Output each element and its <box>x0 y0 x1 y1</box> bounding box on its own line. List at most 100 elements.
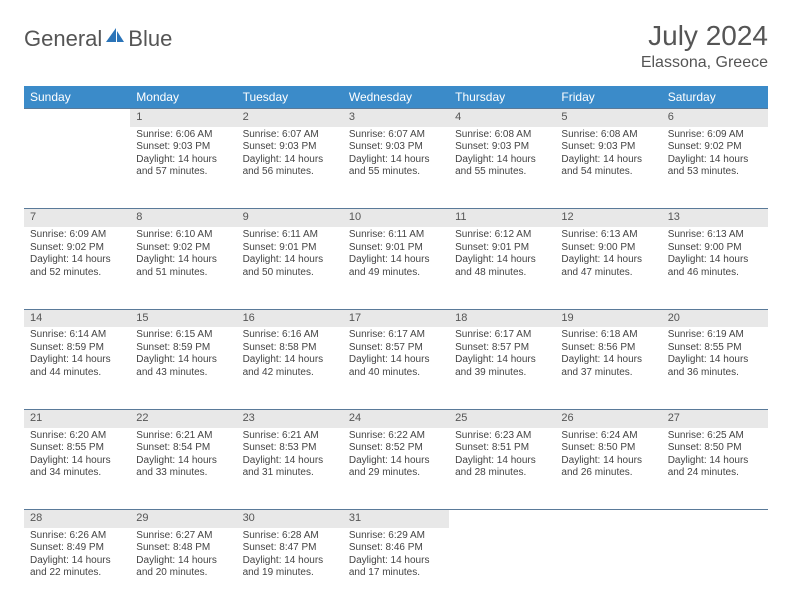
day-number-cell: 13 <box>662 209 768 227</box>
day-details: Sunrise: 6:19 AMSunset: 8:55 PMDaylight:… <box>662 327 768 385</box>
sunset-line: Sunset: 8:52 PM <box>349 442 443 455</box>
day-number-cell: 7 <box>24 209 130 227</box>
day-number-cell: 27 <box>662 409 768 427</box>
sunrise-line: Sunrise: 6:17 AM <box>349 329 443 342</box>
day-cell: Sunrise: 6:14 AMSunset: 8:59 PMDaylight:… <box>24 327 130 409</box>
day-details: Sunrise: 6:25 AMSunset: 8:50 PMDaylight:… <box>662 428 768 486</box>
daylight-line: Daylight: 14 hours and 26 minutes. <box>561 455 655 480</box>
day-number-cell <box>24 109 130 127</box>
day-details: Sunrise: 6:09 AMSunset: 9:02 PMDaylight:… <box>24 227 130 285</box>
sunset-line: Sunset: 8:51 PM <box>455 442 549 455</box>
sunset-line: Sunset: 8:54 PM <box>136 442 230 455</box>
sunrise-line: Sunrise: 6:07 AM <box>243 129 337 142</box>
sunrise-line: Sunrise: 6:19 AM <box>668 329 762 342</box>
day-number: 7 <box>24 209 130 227</box>
daylight-line: Daylight: 14 hours and 43 minutes. <box>136 354 230 379</box>
daylight-line: Daylight: 14 hours and 56 minutes. <box>243 154 337 179</box>
day-details: Sunrise: 6:07 AMSunset: 9:03 PMDaylight:… <box>343 127 449 185</box>
day-number: 23 <box>237 410 343 428</box>
day-number-cell <box>555 510 661 528</box>
day-number: 9 <box>237 209 343 227</box>
sunset-line: Sunset: 8:53 PM <box>243 442 337 455</box>
daylight-line: Daylight: 14 hours and 57 minutes. <box>136 154 230 179</box>
day-number: 18 <box>449 310 555 328</box>
sunrise-line: Sunrise: 6:08 AM <box>561 129 655 142</box>
day-number: 10 <box>343 209 449 227</box>
day-details: Sunrise: 6:17 AMSunset: 8:57 PMDaylight:… <box>343 327 449 385</box>
day-cell <box>24 127 130 209</box>
day-number: 17 <box>343 310 449 328</box>
day-cell <box>662 528 768 610</box>
weekday-header: Sunday <box>24 86 130 109</box>
day-number-cell: 22 <box>130 409 236 427</box>
daylight-line: Daylight: 14 hours and 55 minutes. <box>349 154 443 179</box>
daylight-line: Daylight: 14 hours and 37 minutes. <box>561 354 655 379</box>
day-number: 15 <box>130 310 236 328</box>
day-details: Sunrise: 6:21 AMSunset: 8:54 PMDaylight:… <box>130 428 236 486</box>
week-daynum-row: 21222324252627 <box>24 409 768 427</box>
day-cell: Sunrise: 6:16 AMSunset: 8:58 PMDaylight:… <box>237 327 343 409</box>
day-cell: Sunrise: 6:10 AMSunset: 9:02 PMDaylight:… <box>130 227 236 309</box>
week-daynum-row: 78910111213 <box>24 209 768 227</box>
day-details: Sunrise: 6:24 AMSunset: 8:50 PMDaylight:… <box>555 428 661 486</box>
sunrise-line: Sunrise: 6:14 AM <box>30 329 124 342</box>
day-number-cell: 17 <box>343 309 449 327</box>
sunset-line: Sunset: 8:56 PM <box>561 342 655 355</box>
day-number: 6 <box>662 109 768 127</box>
day-details: Sunrise: 6:17 AMSunset: 8:57 PMDaylight:… <box>449 327 555 385</box>
sunrise-line: Sunrise: 6:16 AM <box>243 329 337 342</box>
day-number-cell: 30 <box>237 510 343 528</box>
sunset-line: Sunset: 8:55 PM <box>30 442 124 455</box>
day-number: 20 <box>662 310 768 328</box>
day-number <box>662 510 768 528</box>
day-details: Sunrise: 6:15 AMSunset: 8:59 PMDaylight:… <box>130 327 236 385</box>
sunrise-line: Sunrise: 6:28 AM <box>243 530 337 543</box>
daylight-line: Daylight: 14 hours and 51 minutes. <box>136 254 230 279</box>
daylight-line: Daylight: 14 hours and 54 minutes. <box>561 154 655 179</box>
weekday-header: Saturday <box>662 86 768 109</box>
day-details: Sunrise: 6:13 AMSunset: 9:00 PMDaylight:… <box>662 227 768 285</box>
day-number-cell: 9 <box>237 209 343 227</box>
day-details: Sunrise: 6:21 AMSunset: 8:53 PMDaylight:… <box>237 428 343 486</box>
day-number-cell: 19 <box>555 309 661 327</box>
sunset-line: Sunset: 9:00 PM <box>668 242 762 255</box>
day-number-cell: 1 <box>130 109 236 127</box>
day-cell: Sunrise: 6:19 AMSunset: 8:55 PMDaylight:… <box>662 327 768 409</box>
day-details: Sunrise: 6:11 AMSunset: 9:01 PMDaylight:… <box>237 227 343 285</box>
day-details: Sunrise: 6:23 AMSunset: 8:51 PMDaylight:… <box>449 428 555 486</box>
sunrise-line: Sunrise: 6:23 AM <box>455 430 549 443</box>
day-number <box>449 510 555 528</box>
sunrise-line: Sunrise: 6:25 AM <box>668 430 762 443</box>
day-number-cell: 31 <box>343 510 449 528</box>
day-cell: Sunrise: 6:06 AMSunset: 9:03 PMDaylight:… <box>130 127 236 209</box>
sunrise-line: Sunrise: 6:15 AM <box>136 329 230 342</box>
daylight-line: Daylight: 14 hours and 48 minutes. <box>455 254 549 279</box>
day-number-cell: 20 <box>662 309 768 327</box>
day-number-cell: 25 <box>449 409 555 427</box>
day-number-cell: 28 <box>24 510 130 528</box>
sunset-line: Sunset: 9:00 PM <box>561 242 655 255</box>
day-cell: Sunrise: 6:27 AMSunset: 8:48 PMDaylight:… <box>130 528 236 610</box>
day-number-cell: 15 <box>130 309 236 327</box>
day-cell: Sunrise: 6:26 AMSunset: 8:49 PMDaylight:… <box>24 528 130 610</box>
day-cell: Sunrise: 6:11 AMSunset: 9:01 PMDaylight:… <box>237 227 343 309</box>
daylight-line: Daylight: 14 hours and 34 minutes. <box>30 455 124 480</box>
sunset-line: Sunset: 9:03 PM <box>561 141 655 154</box>
daylight-line: Daylight: 14 hours and 50 minutes. <box>243 254 337 279</box>
day-number: 26 <box>555 410 661 428</box>
sunset-line: Sunset: 8:50 PM <box>561 442 655 455</box>
day-cell: Sunrise: 6:07 AMSunset: 9:03 PMDaylight:… <box>343 127 449 209</box>
day-number: 27 <box>662 410 768 428</box>
daylight-line: Daylight: 14 hours and 52 minutes. <box>30 254 124 279</box>
day-details: Sunrise: 6:28 AMSunset: 8:47 PMDaylight:… <box>237 528 343 586</box>
daylight-line: Daylight: 14 hours and 39 minutes. <box>455 354 549 379</box>
daylight-line: Daylight: 14 hours and 24 minutes. <box>668 455 762 480</box>
day-cell: Sunrise: 6:23 AMSunset: 8:51 PMDaylight:… <box>449 428 555 510</box>
day-number-cell: 8 <box>130 209 236 227</box>
daylight-line: Daylight: 14 hours and 19 minutes. <box>243 555 337 580</box>
day-number: 2 <box>237 109 343 127</box>
day-number-cell: 4 <box>449 109 555 127</box>
day-details: Sunrise: 6:10 AMSunset: 9:02 PMDaylight:… <box>130 227 236 285</box>
day-number-cell <box>449 510 555 528</box>
sunrise-line: Sunrise: 6:12 AM <box>455 229 549 242</box>
